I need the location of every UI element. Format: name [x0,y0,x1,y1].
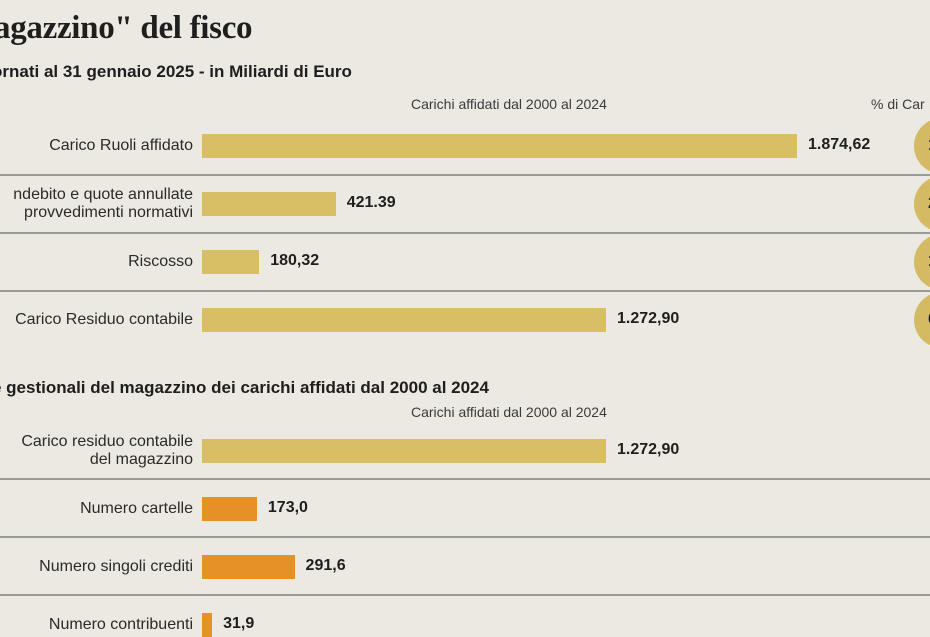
percent-circle: 6 [914,292,930,348]
row-separator [0,174,930,176]
row-label-line: Numero contribuenti [48,616,193,633]
percent-label: 2 [928,193,930,213]
section2-subtitle: e gestionali del magazzino dei carichi a… [0,378,489,397]
row-label: Numero singoli crediti [39,558,193,576]
row-label: Carico Ruoli affidato [49,137,193,155]
row-label-line: Carico Residuo contabile [15,311,193,328]
bar-value-label: 291,6 [305,557,346,574]
percent-label: 6 [928,309,930,329]
percent-circle: 2 [914,176,930,232]
row-label: Riscosso [128,253,193,271]
percent-label: 10 [928,135,930,155]
bar-value-label: 1.874,62 [808,136,871,153]
row-label-line: Riscosso [128,253,193,270]
bar-value-label: 421.39 [346,194,396,211]
bar [202,439,606,463]
bar-value-label: 180,32 [270,252,320,269]
row-label-line: Carico residuo contabile [21,433,193,450]
chart-title: agazzino" del fisco [0,10,253,46]
bar [202,250,260,274]
section2-column-header: Carichi affidati dal 2000 al 2024 [411,404,607,420]
row-separator [0,290,930,292]
bar-value-label: 31,9 [223,615,255,632]
percent-label: 1 [928,251,930,271]
row-separator [0,594,930,596]
row-label: Carico residuo contabile del magazzino [21,433,193,469]
row-label-line: Numero singoli crediti [39,558,193,575]
bar [202,497,257,521]
percent-circle: 10 [914,118,930,174]
bar [202,192,336,216]
row-label: Carico Residuo contabile [15,311,193,329]
bar-value-label: 1.272,90 [617,310,680,327]
row-label-line: provvedimenti normativi [24,204,193,221]
section1-subtitle: ornati al 31 gennaio 2025 - in Miliardi … [0,62,352,81]
section1-column-header: Carichi affidati dal 2000 al 2024 [411,96,607,112]
row-label: Numero cartelle [80,500,193,518]
percent-column-header: % di Car [871,96,925,112]
row-label: Numero contribuenti [49,616,193,634]
bar [202,134,797,158]
row-separator [0,478,930,480]
bar-value-label: 1.272,90 [617,441,680,458]
row-separator [0,232,930,234]
bar [202,613,213,637]
percent-circle: 1 [914,234,930,290]
row-separator [0,536,930,538]
bar [202,555,295,579]
row-label-line: Carico Ruoli affidato [49,137,193,154]
row-label: ndebito e quote annullate provvedimenti n… [13,186,193,222]
row-label-line: Numero cartelle [80,500,193,517]
bar-value-label: 173,0 [267,499,308,516]
bar [202,308,606,332]
row-label-line: ndebito e quote annullate [13,186,193,203]
row-label-line: del magazzino [89,451,193,468]
